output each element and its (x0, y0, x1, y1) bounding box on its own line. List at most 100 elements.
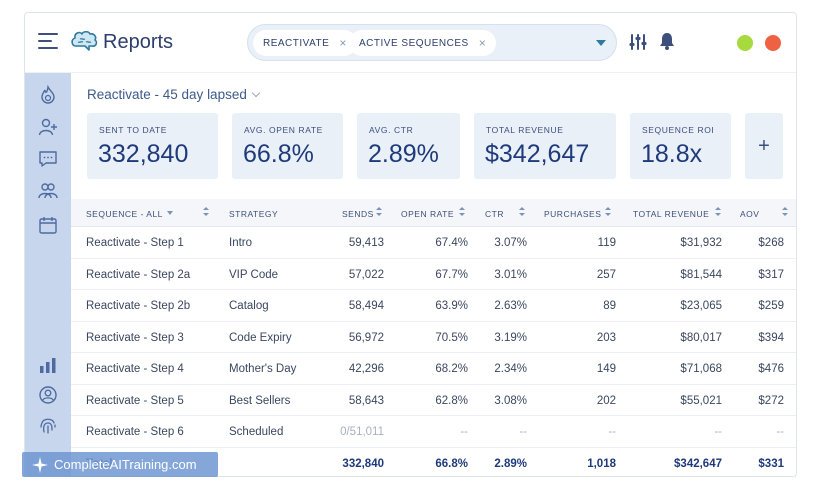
table-row[interactable]: Reactivate - Step 2b Catalog 58,494 63.9% 2.… (71, 290, 796, 322)
bar-chart-icon[interactable] (38, 355, 58, 375)
chevron-down-icon (251, 88, 261, 98)
table-row[interactable]: Reactivate - Step 6 Scheduled 0/51,011 -- --… (71, 416, 796, 448)
stat-card-roi: SEQUENCE ROI 18.8x (630, 113, 731, 179)
cell-aov: $394 (758, 331, 784, 344)
table-header: SEQUENCE - ALL STRATEGY SENDS OPEN RATE … (71, 199, 796, 227)
col-header-aov[interactable]: AOV (740, 209, 760, 219)
add-user-icon[interactable] (38, 117, 58, 137)
col-header-ctr[interactable]: CTR (485, 209, 504, 219)
table-row[interactable]: Reactivate - Step 4 Mother's Day 42,296 68.… (71, 353, 796, 385)
table-row[interactable]: Reactivate - Step 3 Code Expiry 56,972 70.5… (71, 322, 796, 353)
cell-ctr: 2.34% (494, 363, 527, 375)
total-total-revenue: $342,647 (674, 457, 722, 470)
cell-strategy: Code Expiry (229, 331, 292, 344)
sequence-title: Reactivate - 45 day lapsed (87, 87, 247, 102)
cell-purchases: -- (608, 426, 616, 438)
flame-icon[interactable] (38, 85, 58, 105)
cell-aov: $476 (758, 363, 784, 375)
cell-open-rate: 62.8% (435, 394, 468, 407)
filter-chip-reactivate[interactable]: REACTIVATE × (253, 30, 357, 56)
watermark-text: CompleteAITraining.com (54, 457, 197, 472)
status-dot-red[interactable] (765, 35, 781, 51)
cell-sends: 58,643 (348, 394, 384, 407)
col-header-open-rate[interactable]: OPEN RATE (401, 209, 454, 219)
col-header-total-revenue[interactable]: TOTAL REVENUE (633, 209, 710, 219)
stat-label: SENT TO DATE (99, 125, 167, 135)
stat-label: AVG. CTR (369, 125, 414, 135)
stat-card-revenue: TOTAL REVENUE $342,647 (474, 113, 616, 179)
user-circle-icon[interactable] (38, 385, 58, 405)
table-row[interactable]: Reactivate - Step 2a VIP Code 57,022 67.7% 3… (71, 259, 796, 290)
chat-icon[interactable] (38, 149, 58, 169)
cell-sequence: Reactivate - Step 6 (86, 426, 184, 438)
cell-ctr: 2.63% (494, 300, 527, 312)
sort-icon[interactable] (376, 207, 382, 219)
cell-sequence: Reactivate - Step 2a (86, 268, 191, 281)
cell-sends: 58,494 (348, 300, 384, 312)
cell-strategy: Intro (229, 237, 253, 249)
filter-chip-label: REACTIVATE (263, 37, 330, 49)
stat-value: 2.89% (368, 140, 439, 168)
sparkle-logo-icon (32, 456, 48, 473)
cell-total-revenue: $80,017 (680, 331, 722, 344)
stat-value: 66.8% (243, 140, 314, 168)
cell-sequence: Reactivate - Step 4 (86, 363, 184, 375)
chevron-down-icon[interactable] (167, 211, 173, 215)
table-row[interactable]: Reactivate - Step 1 Intro 59,413 67.4% 3.07%… (71, 227, 796, 259)
cell-purchases: 257 (596, 268, 616, 281)
add-stat-button[interactable]: + (745, 113, 783, 179)
cell-open-rate: 67.4% (435, 237, 468, 249)
cell-open-rate: 63.9% (435, 300, 468, 312)
sort-icon[interactable] (203, 207, 209, 219)
stat-value: 18.8x (641, 140, 703, 168)
cell-strategy: Best Sellers (229, 394, 291, 407)
users-icon[interactable] (38, 181, 58, 201)
cell-total-revenue: $31,932 (680, 237, 722, 249)
col-header-strategy[interactable]: STRATEGY (229, 209, 279, 219)
stat-label: AVG. OPEN RATE (244, 125, 323, 135)
sequence-selector[interactable]: Reactivate - 45 day lapsed (87, 87, 261, 102)
cell-sends: 57,022 (348, 268, 384, 281)
cell-sends: 59,413 (348, 237, 384, 249)
cell-aov: $259 (758, 300, 784, 312)
sort-icon[interactable] (605, 207, 611, 219)
sort-icon[interactable] (519, 207, 525, 219)
calendar-icon[interactable] (38, 215, 58, 235)
cell-open-rate: 67.7% (435, 268, 468, 281)
col-header-sequence[interactable]: SEQUENCE - ALL (86, 209, 163, 219)
cell-purchases: 89 (603, 300, 616, 312)
stat-value: 332,840 (98, 140, 189, 168)
cell-aov: $272 (758, 394, 784, 407)
table-row[interactable]: Reactivate - Step 5 Best Sellers 58,643 62.… (71, 385, 796, 416)
cell-aov: $317 (758, 268, 784, 281)
close-icon[interactable]: × (339, 36, 347, 50)
cell-strategy: Mother's Day (229, 363, 297, 375)
sidebar (25, 73, 71, 476)
cell-open-rate: 70.5% (435, 331, 468, 344)
status-dot-green[interactable] (737, 35, 753, 51)
col-header-purchases[interactable]: PURCHASES (544, 209, 602, 219)
sort-icon[interactable] (459, 207, 465, 219)
sliders-icon[interactable] (629, 33, 647, 51)
hamburger-menu-icon[interactable] (38, 33, 58, 49)
stat-value: $342,647 (485, 140, 590, 168)
close-icon[interactable]: × (478, 36, 487, 50)
sort-icon[interactable] (715, 207, 721, 219)
total-sends: 332,840 (342, 457, 384, 470)
caret-down-icon[interactable] (596, 40, 606, 46)
cell-strategy: Catalog (229, 300, 269, 312)
col-header-sends[interactable]: SENDS (342, 209, 374, 219)
filter-bar[interactable]: REACTIVATE × ACTIVE SEQUENCES × (247, 24, 617, 61)
filter-chip-active-sequences[interactable]: ACTIVE SEQUENCES × (349, 30, 497, 56)
cell-sends: 56,972 (348, 331, 384, 344)
sort-icon[interactable] (782, 207, 788, 219)
top-bar: Reports REACTIVATE × ACTIVE SEQUENCES × (25, 13, 796, 73)
cell-purchases: 203 (596, 331, 616, 344)
fingerprint-icon[interactable] (38, 415, 58, 435)
cell-open-rate: -- (460, 426, 468, 438)
cell-aov: -- (776, 426, 784, 438)
app-window: Reports REACTIVATE × ACTIVE SEQUENCES × (24, 12, 797, 477)
bell-icon[interactable] (659, 32, 675, 50)
cell-purchases: 202 (596, 394, 616, 407)
cell-purchases: 119 (597, 237, 616, 249)
